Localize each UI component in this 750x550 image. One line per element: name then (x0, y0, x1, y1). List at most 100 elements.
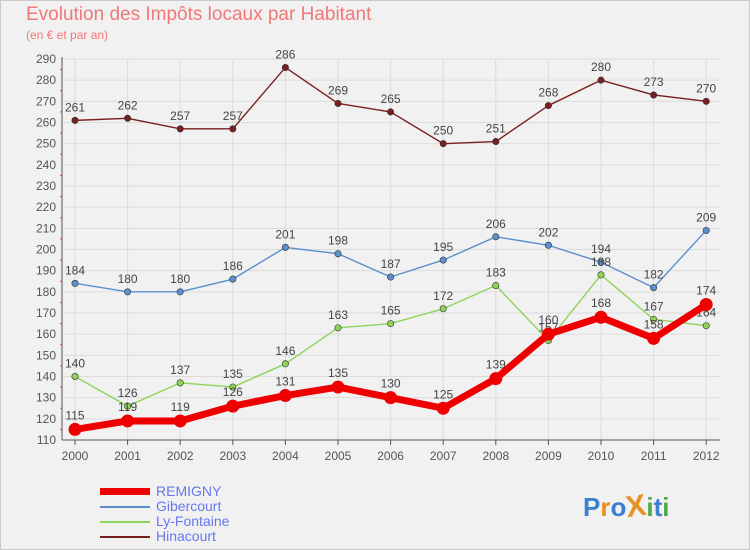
logo-letter: t (653, 492, 663, 522)
data-label: 273 (644, 75, 664, 89)
data-point-remigny (647, 331, 661, 345)
data-point-gibercourt (281, 243, 289, 251)
data-label: 168 (591, 296, 611, 310)
data-point-gibercourt (387, 273, 395, 281)
data-label: 269 (328, 83, 348, 97)
data-label: 174 (696, 284, 716, 298)
data-label: 188 (591, 255, 611, 269)
y-tick-label: 120 (36, 412, 56, 426)
data-point-ly-fontaine (387, 320, 395, 328)
data-point-ly-fontaine (650, 315, 658, 323)
y-tick-label: 230 (36, 179, 56, 193)
data-label: 280 (591, 60, 611, 74)
data-label: 115 (65, 408, 84, 422)
x-tick-label: 2006 (377, 449, 404, 463)
logo-letter: X (624, 488, 649, 525)
x-tick-label: 2012 (693, 449, 720, 463)
logo-letter: i (646, 492, 654, 522)
data-label: 182 (644, 268, 664, 282)
x-tick-label: 2003 (219, 449, 246, 463)
data-point-gibercourt (229, 275, 237, 283)
data-point-gibercourt (71, 279, 79, 287)
data-point-ly-fontaine (334, 324, 342, 332)
data-label: 261 (65, 100, 85, 114)
x-tick-label: 2005 (325, 449, 352, 463)
data-point-ly-fontaine (176, 379, 184, 387)
data-point-hinacourt (71, 116, 79, 124)
data-label: 194 (591, 242, 611, 256)
data-point-gibercourt (176, 288, 184, 296)
data-label: 257 (170, 109, 190, 123)
data-label: 160 (538, 313, 558, 327)
legend-label: Ly-Fontaine (156, 513, 230, 529)
data-label: 195 (433, 240, 453, 254)
data-label: 268 (538, 86, 558, 100)
logo-letter: P (583, 492, 601, 522)
data-label: 270 (696, 81, 716, 95)
data-point-hinacourt (597, 76, 605, 84)
data-point-gibercourt (124, 288, 132, 296)
data-point-remigny (489, 372, 503, 386)
data-point-remigny (226, 399, 240, 413)
data-point-hinacourt (281, 63, 289, 71)
data-label: 126 (118, 386, 138, 400)
data-label: 186 (223, 259, 243, 273)
data-label: 184 (65, 263, 85, 277)
y-tick-label: 290 (36, 52, 56, 66)
x-tick-label: 2010 (588, 449, 615, 463)
x-tick-label: 2007 (430, 449, 457, 463)
data-point-hinacourt (387, 108, 395, 116)
data-point-remigny (384, 391, 398, 405)
y-tick-label: 260 (36, 116, 56, 130)
data-point-gibercourt (650, 284, 658, 292)
data-label: 163 (328, 308, 348, 322)
y-tick-label: 110 (37, 433, 56, 447)
data-label: 180 (170, 272, 190, 286)
data-point-remigny (68, 422, 82, 436)
data-point-remigny (331, 380, 345, 394)
y-tick-label: 130 (36, 391, 56, 405)
data-point-remigny (541, 327, 555, 341)
data-point-gibercourt (439, 256, 447, 264)
data-point-gibercourt (544, 241, 552, 249)
y-tick-label: 200 (36, 243, 56, 257)
data-point-hinacourt (334, 99, 342, 107)
chart-subtitle: (en € et par an) (26, 28, 109, 42)
y-tick-label: 150 (36, 348, 56, 362)
data-label: 131 (275, 375, 295, 389)
data-label: 286 (275, 47, 295, 61)
legend-label: Gibercourt (156, 498, 222, 514)
data-label: 183 (486, 265, 506, 279)
data-label: 209 (696, 210, 716, 224)
data-point-ly-fontaine (229, 383, 237, 391)
logo-letter: i (662, 492, 670, 522)
x-tick-label: 2008 (482, 449, 509, 463)
x-tick-label: 2011 (641, 449, 667, 463)
data-point-remigny (594, 310, 608, 324)
data-label: 135 (223, 367, 243, 381)
data-label: 130 (381, 377, 401, 391)
data-point-ly-fontaine (71, 372, 79, 380)
data-label: 202 (538, 225, 558, 239)
data-point-ly-fontaine (281, 360, 289, 368)
logo-letter: r (600, 492, 611, 522)
data-label: 139 (486, 358, 506, 372)
data-label: 180 (118, 272, 138, 286)
data-label: 126 (223, 385, 243, 399)
data-point-remigny (699, 298, 713, 312)
data-label: 172 (433, 289, 453, 303)
data-point-ly-fontaine (702, 322, 710, 330)
y-tick-label: 220 (36, 200, 56, 214)
y-tick-label: 170 (36, 306, 56, 320)
data-point-remigny (121, 414, 135, 428)
proxiti-logo: ProXiti (583, 488, 670, 525)
y-tick-label: 210 (36, 221, 56, 235)
data-point-remigny (436, 401, 450, 415)
data-point-hinacourt (229, 125, 237, 133)
y-tick-label: 270 (36, 94, 56, 108)
x-tick-label: 2002 (167, 449, 194, 463)
y-tick-label: 180 (36, 285, 56, 299)
data-label: 119 (171, 400, 190, 414)
data-label: 265 (381, 92, 401, 106)
x-tick-label: 2009 (535, 449, 562, 463)
